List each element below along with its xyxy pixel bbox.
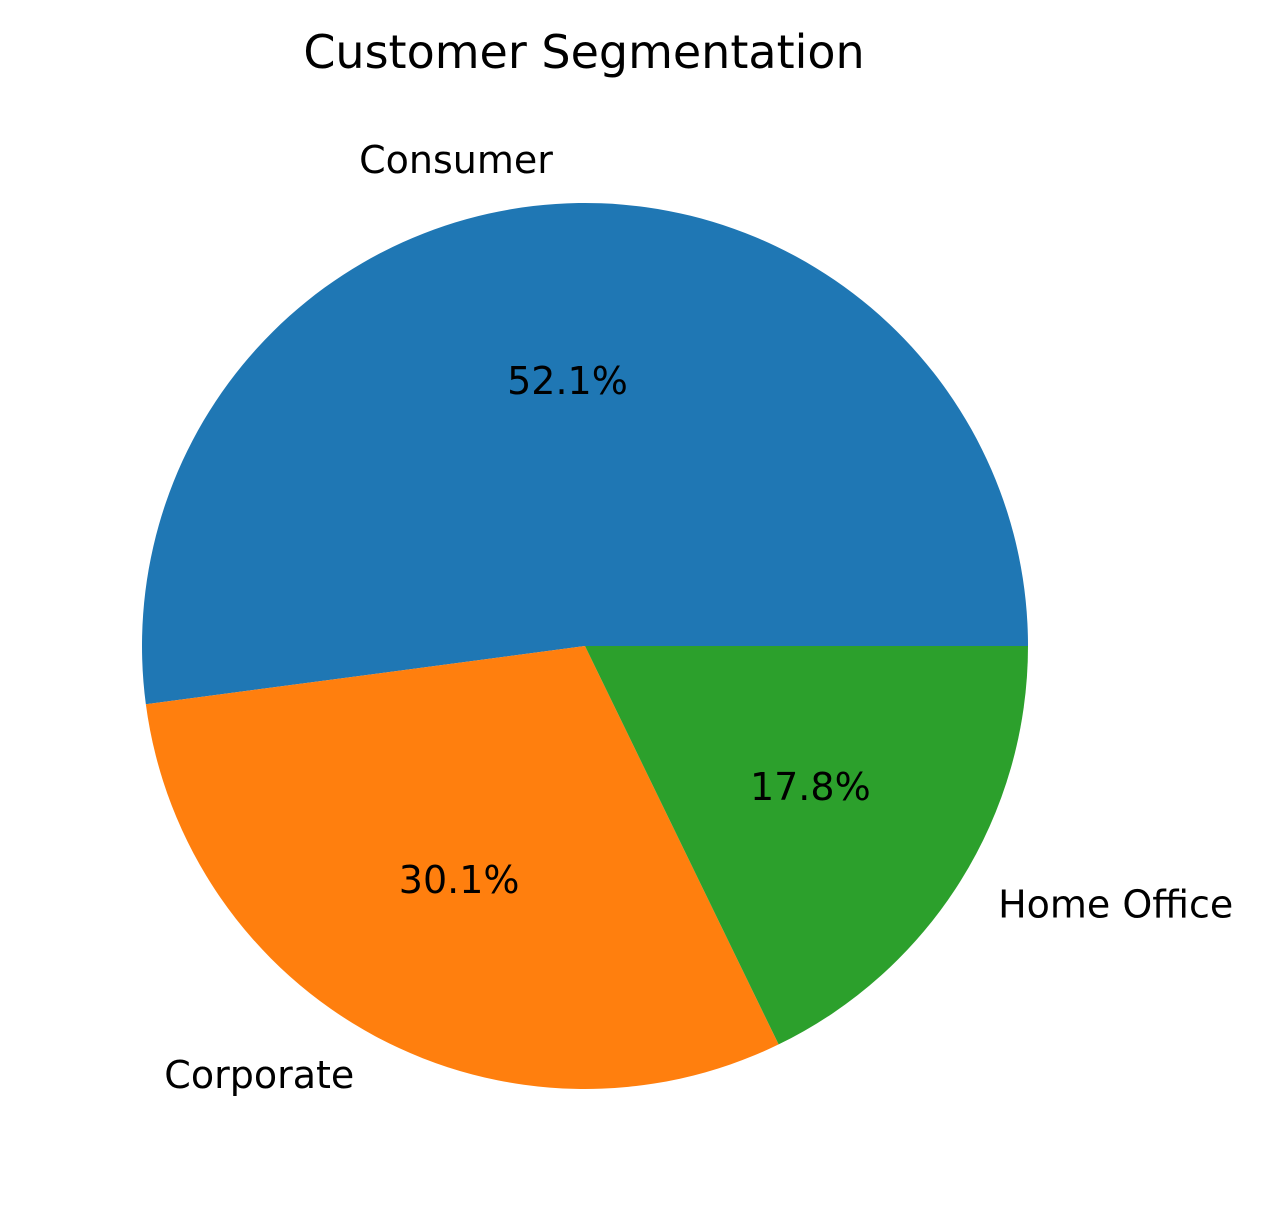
pie-slice-corporate: [145, 646, 779, 1089]
slice-category-label: Consumer: [359, 138, 553, 182]
pie-slice-consumer: [142, 203, 1028, 705]
pie-slice-home-office: [585, 646, 1028, 1045]
slice-category-label: Corporate: [164, 1053, 354, 1097]
slice-percent-label: 52.1%: [507, 359, 628, 403]
pie-slices: [142, 203, 1028, 1089]
slice-category-label: Home Office: [998, 883, 1233, 927]
slice-percent-label: 30.1%: [399, 858, 520, 902]
slice-percent-label: 17.8%: [750, 765, 871, 809]
pie-labels: Consumer 52.1% Corporate 30.1% Home Office 17…: [164, 138, 1233, 1097]
chart-title: Customer Segmentation: [303, 25, 864, 79]
